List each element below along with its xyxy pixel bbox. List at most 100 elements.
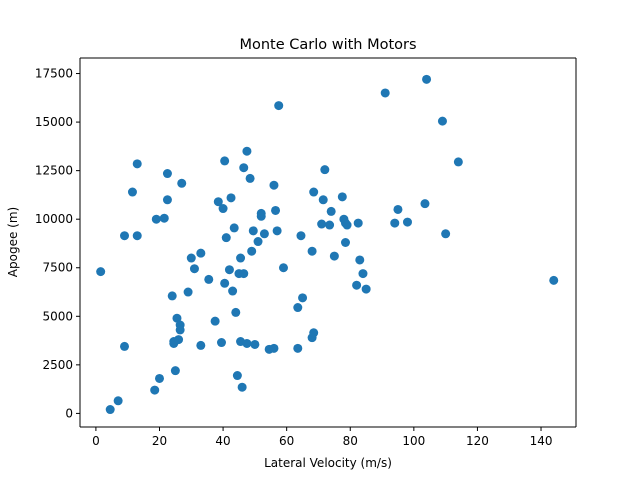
data-point: [162, 169, 172, 179]
data-point: [274, 101, 284, 111]
data-point: [218, 204, 228, 214]
data-point: [253, 237, 263, 247]
data-point: [329, 251, 339, 261]
data-point: [441, 229, 451, 239]
data-point: [320, 165, 330, 175]
data-point: [220, 156, 230, 166]
data-point: [232, 371, 242, 381]
data-point: [177, 178, 187, 188]
data-point: [105, 405, 115, 415]
data-point: [113, 396, 123, 406]
data-point: [293, 343, 303, 353]
x-tick-label: 40: [215, 434, 230, 448]
data-point: [352, 280, 362, 290]
data-point: [231, 307, 241, 317]
data-point: [422, 74, 432, 84]
data-point: [248, 226, 258, 236]
data-point: [170, 366, 180, 376]
data-point: [239, 269, 249, 279]
data-point: [278, 263, 288, 273]
data-point: [229, 223, 239, 233]
x-tick-label: 140: [530, 434, 553, 448]
data-point: [437, 116, 447, 126]
data-point: [120, 341, 130, 351]
plot-area: [80, 58, 576, 427]
data-point: [325, 220, 335, 230]
data-point: [228, 286, 238, 296]
data-point: [242, 146, 252, 156]
x-tick-label: 120: [466, 434, 489, 448]
data-point: [318, 195, 328, 205]
data-point: [183, 287, 193, 297]
x-tick-label: 20: [152, 434, 167, 448]
data-point: [393, 204, 403, 214]
data-point: [159, 213, 169, 223]
data-point: [390, 218, 400, 228]
data-point: [132, 231, 142, 241]
data-point: [355, 255, 365, 265]
data-point: [132, 159, 142, 169]
data-point: [309, 328, 319, 338]
y-tick-label: 10000: [35, 212, 73, 226]
data-point: [342, 220, 352, 230]
data-point: [186, 253, 196, 263]
x-axis-label: Lateral Velocity (m/s): [264, 456, 392, 470]
data-point: [226, 193, 236, 203]
data-point: [172, 313, 182, 323]
data-point: [250, 339, 260, 349]
data-point: [326, 206, 336, 216]
data-point: [213, 197, 223, 207]
data-point: [269, 343, 279, 353]
data-point: [242, 338, 252, 348]
data-point: [150, 385, 160, 395]
data-point: [237, 382, 247, 392]
data-point: [307, 246, 317, 256]
data-point: [127, 187, 137, 197]
data-point: [453, 157, 463, 167]
chart-title: Monte Carlo with Motors: [239, 37, 416, 53]
y-tick-label: 17500: [35, 67, 73, 81]
data-point: [210, 316, 220, 326]
data-point: [245, 173, 255, 183]
data-point: [296, 231, 306, 241]
data-point: [239, 163, 249, 173]
y-axis-ticks: 0 2500 5000 7500 10000 12500 15000 17500: [35, 67, 80, 420]
data-point: [361, 284, 371, 294]
data-point: [309, 187, 319, 197]
y-axis-label: Apogee (m): [6, 207, 20, 277]
data-point: [204, 274, 214, 284]
data-point: [167, 291, 177, 301]
data-point: [216, 338, 226, 348]
data-point: [256, 211, 266, 221]
data-point: [402, 217, 412, 227]
data-point: [247, 246, 257, 256]
y-tick-label: 5000: [42, 309, 73, 323]
data-point: [353, 218, 363, 228]
y-tick-label: 0: [65, 406, 73, 420]
data-point: [358, 269, 368, 279]
x-tick-label: 100: [402, 434, 425, 448]
data-point: [120, 231, 130, 241]
y-tick-label: 7500: [42, 261, 73, 275]
data-point: [293, 303, 303, 313]
data-point: [380, 88, 390, 98]
data-point: [221, 233, 231, 243]
axes-frame: [79, 57, 577, 428]
y-tick-label: 15000: [35, 115, 73, 129]
data-point: [162, 195, 172, 205]
data-point: [224, 265, 234, 275]
data-point: [151, 214, 161, 224]
data-point: [175, 325, 185, 335]
data-point: [196, 248, 206, 258]
data-point: [271, 205, 281, 215]
data-point: [317, 219, 327, 229]
data-point: [96, 267, 106, 277]
x-axis-ticks: 0 20 40 60 80 100 120 140: [92, 427, 552, 448]
data-point: [196, 340, 206, 350]
data-point: [269, 180, 279, 190]
data-point: [549, 275, 559, 285]
x-tick-label: 80: [343, 434, 358, 448]
y-tick-label: 12500: [35, 164, 73, 178]
